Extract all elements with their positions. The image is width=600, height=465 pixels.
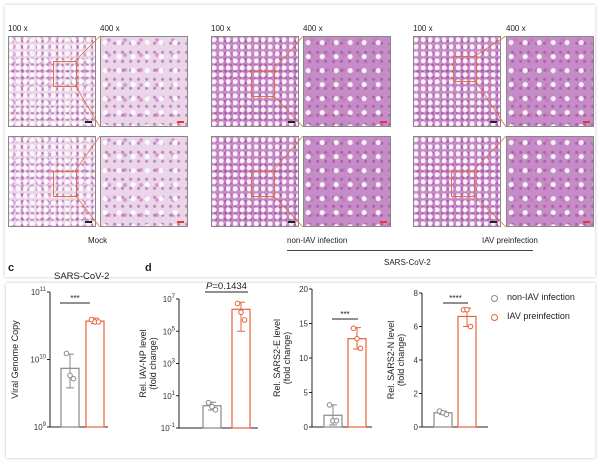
group-label-mock: Mock (88, 236, 108, 245)
scale-bar (177, 221, 184, 223)
scale-bar (177, 121, 184, 123)
scale-bar (583, 121, 590, 123)
scale-bar (380, 221, 387, 223)
y-tick-label: 107 (163, 294, 176, 304)
bar-iav (85, 320, 105, 428)
y-tick-label: 1011 (31, 287, 47, 297)
data-point (333, 417, 340, 424)
micrograph-400x (506, 136, 594, 227)
data-point (234, 300, 241, 307)
bar-iav (347, 338, 367, 428)
data-point (63, 350, 70, 357)
data-point (238, 309, 244, 316)
legend-label-non-iav: non-IAV infection (507, 292, 575, 302)
zoom-region-box (53, 171, 77, 197)
y-tick-label: 0 (414, 423, 419, 432)
y-tick-label: 20 (299, 285, 308, 294)
bracket-label: SARS-CoV-2 (384, 258, 431, 267)
y-axis-label: (fold change) (282, 332, 292, 385)
magnification-label: 100 x (413, 24, 433, 33)
legend-marker-iav (491, 314, 498, 321)
group-label-iav: IAV preinfection (482, 236, 538, 245)
y-tick-label: 10-1 (161, 423, 176, 433)
data-point (70, 375, 77, 382)
magnification-label: 100 x (8, 24, 28, 33)
micrograph-100x (211, 36, 299, 127)
magnification-label: 100 x (211, 24, 231, 33)
y-tick-label: 103 (163, 359, 176, 369)
y-tick-label: 2 (414, 390, 419, 399)
data-point (357, 345, 364, 352)
micrograph-400x (100, 36, 188, 127)
data-point (467, 323, 474, 330)
bar-iav (457, 315, 477, 428)
y-axis-label: (fold change) (396, 334, 406, 387)
y-tick-label: 5 (304, 389, 309, 398)
data-point (326, 402, 333, 408)
y-axis-label: Rel. SARS2-N level (386, 321, 396, 400)
significance-label: *** (340, 310, 349, 319)
legend-label-iav: IAV preinfection (507, 311, 570, 321)
y-axis-label: Rel. SARS2-E level (272, 319, 282, 397)
y-tick-label: 1010 (30, 355, 46, 365)
legend-marker-non-iav (491, 295, 498, 302)
zoom-region-box (451, 171, 475, 197)
data-point (95, 319, 102, 325)
panel-c-title: SARS-CoV-2 (54, 271, 110, 282)
y-tick-label: 10 (299, 354, 308, 363)
scale-bar (583, 221, 590, 223)
magnification-label: 400 x (506, 24, 526, 33)
significance-label: **** (449, 294, 461, 303)
scale-bar (380, 121, 387, 123)
data-point (350, 325, 357, 332)
data-point (354, 335, 360, 342)
panel-d-letter: d (145, 262, 152, 274)
y-axis-label: Rel. IAV-NP level (138, 329, 148, 397)
data-point (212, 406, 219, 413)
micrograph-400x (303, 136, 391, 227)
y-tick-label: 4 (414, 356, 419, 365)
y-axis-label: (fold change) (148, 337, 158, 390)
significance-label: P=0.1434 (206, 281, 247, 292)
zoom-region-box (53, 61, 77, 87)
y-tick-label: 101 (163, 391, 176, 401)
data-point (209, 403, 215, 410)
y-axis-label: Viral Genome Copy (10, 320, 20, 399)
magnification-label: 400 x (303, 24, 323, 33)
data-point (205, 399, 212, 406)
micrograph-400x (506, 36, 594, 127)
magnification-label: 400 x (100, 24, 120, 33)
significance-label: *** (70, 294, 79, 303)
data-point (464, 306, 470, 313)
data-point (241, 317, 248, 323)
y-tick-label: 0 (304, 423, 309, 432)
zoom-region-box (453, 56, 477, 82)
zoom-region-box (251, 71, 275, 97)
micrograph-400x (303, 36, 391, 127)
data-point (443, 411, 450, 418)
group-label-non-iav: non-IAV infection (287, 236, 348, 245)
micrograph-400x (100, 136, 188, 227)
panel-c-letter: c (8, 262, 15, 274)
data-point (67, 372, 73, 379)
sars-cov-2-bracket-line (287, 250, 533, 251)
zoom-region-box (251, 171, 275, 197)
y-tick-label: 6 (414, 323, 419, 332)
y-tick-label: 8 (414, 289, 419, 298)
y-tick-label: 109 (34, 422, 47, 432)
y-tick-label: 105 (163, 326, 176, 336)
y-tick-label: 15 (299, 320, 308, 329)
